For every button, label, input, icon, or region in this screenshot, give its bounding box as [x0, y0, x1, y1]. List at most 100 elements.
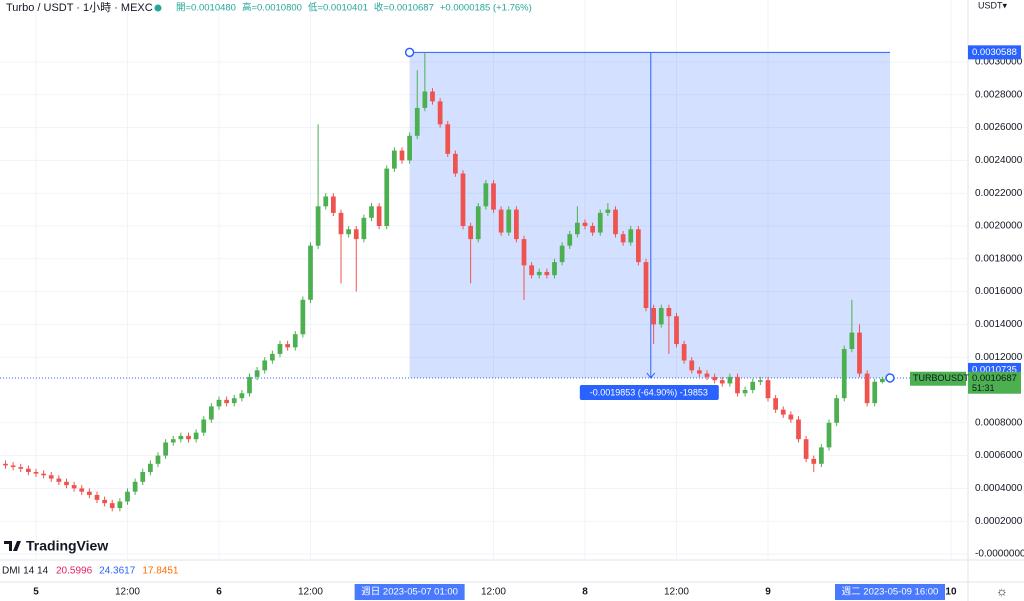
candle-body — [323, 196, 329, 207]
symbol[interactable]: Turbo / USDT · 1小時 · MEXC — [6, 1, 153, 14]
currency[interactable]: USDT▾ — [978, 0, 1007, 10]
overlay: -0.0019853 (-64.90%) -19853 — [404, 47, 895, 400]
candle-body — [79, 488, 85, 492]
candle-body — [788, 414, 794, 420]
ticker: TURBOUSDT — [913, 373, 970, 383]
measure-handle — [404, 47, 415, 58]
candle-body — [437, 101, 443, 125]
candle-body — [880, 378, 885, 383]
candle-body — [803, 439, 809, 459]
candle-body — [376, 206, 382, 226]
candle-body — [597, 212, 603, 233]
candle-body — [71, 485, 77, 489]
candle-body — [460, 173, 466, 226]
x-tick-label: 12:00 — [298, 587, 323, 598]
candle-body — [209, 406, 214, 420]
y-tick-label: 0.0014000 — [975, 319, 1023, 330]
candle-body — [353, 229, 359, 240]
candle-body — [750, 381, 756, 390]
candle-body — [704, 373, 710, 377]
candle-body — [857, 332, 862, 374]
candle-body — [765, 380, 771, 399]
candle-body — [864, 373, 870, 404]
y-tick-label: 0.0022000 — [975, 188, 1023, 199]
candle-body — [567, 234, 573, 246]
ohlc-value: 高=0.0010800 — [242, 2, 302, 14]
candle-body — [780, 409, 786, 415]
candle-body — [453, 153, 458, 174]
candle-body — [758, 380, 763, 382]
candle-body — [559, 245, 565, 263]
candle-body — [514, 209, 519, 240]
y-tick-label: 0.0028000 — [975, 89, 1023, 100]
candle-body — [155, 455, 161, 464]
candle-body — [849, 332, 855, 349]
candle-body — [719, 380, 725, 384]
candle-body — [254, 370, 260, 377]
candle-body — [369, 206, 374, 218]
candle-body — [399, 150, 405, 161]
time-highlight-bg — [834, 584, 945, 600]
candle-body — [109, 503, 115, 509]
candle-body — [231, 398, 237, 404]
candle-body — [216, 399, 222, 407]
candle-body — [132, 481, 138, 492]
measure-arrow-head — [646, 372, 656, 379]
candle-body — [819, 447, 824, 464]
y-tick-label: 0.0016000 — [975, 286, 1023, 297]
candle-body — [41, 473, 46, 476]
candle-body — [277, 344, 283, 354]
x-tick-label: 12:00 — [115, 587, 140, 598]
y-tick-label: 0.0026000 — [975, 122, 1023, 133]
candle-body — [712, 376, 717, 381]
candle-body — [102, 499, 107, 504]
ohlc-value: 低=0.0010401 — [308, 2, 368, 14]
candle-body — [491, 183, 496, 210]
candle-body — [468, 225, 473, 240]
candle-body — [735, 376, 740, 394]
last-price-bg — [968, 371, 1021, 394]
candle-body — [590, 225, 595, 233]
candle-body — [773, 398, 778, 410]
y-tick-label: 0.0006000 — [975, 450, 1023, 461]
candle-body — [292, 334, 298, 348]
ohlc-value: 收=0.0010687 — [374, 2, 434, 14]
measure-label: -0.0019853 (-64.90%) -19853 — [590, 387, 708, 397]
settings-icon[interactable]: ☼ — [996, 583, 1008, 598]
y-tick-label: -0.0000000 — [975, 549, 1024, 560]
candle-body — [10, 465, 16, 468]
candle-body — [811, 458, 817, 464]
ohlc-value: 開=0.0010480 — [176, 3, 236, 14]
candles — [3, 52, 885, 512]
y-tick-label: 0.0024000 — [975, 155, 1023, 166]
indicator-value: 17.8451 — [142, 566, 179, 577]
candle-body — [422, 91, 428, 108]
time-highlight: 週二 2023-05-09 16:00 — [842, 586, 939, 598]
candle-body — [117, 501, 123, 509]
candle-body — [392, 150, 397, 169]
y-tick-label: 0.0020000 — [975, 221, 1023, 232]
candle-body — [94, 494, 100, 500]
indicator-name[interactable]: DMI 14 14 — [2, 566, 49, 577]
candle-body — [872, 381, 878, 404]
candle-body — [643, 262, 649, 308]
candle-body — [575, 222, 580, 235]
candle-body — [727, 376, 733, 384]
price-label-bottom: 0.0010735 — [972, 364, 1017, 375]
candle-body — [331, 196, 336, 213]
y-tick-label: 0.0002000 — [975, 516, 1023, 527]
candle-body — [247, 376, 252, 394]
candle-body — [658, 307, 664, 325]
x-tick-label: 6 — [216, 587, 222, 598]
x-tick-label: 9 — [765, 587, 771, 598]
candle-body — [239, 393, 245, 399]
time-highlight: 週日 2023-05-07 01:00 — [361, 586, 458, 598]
candle-body — [18, 467, 24, 469]
candle-body — [338, 212, 344, 235]
measure-box — [409, 52, 890, 378]
measure-handle — [885, 373, 895, 383]
candle-body — [270, 353, 275, 361]
candle-body — [414, 107, 420, 136]
candle-body — [697, 370, 702, 374]
